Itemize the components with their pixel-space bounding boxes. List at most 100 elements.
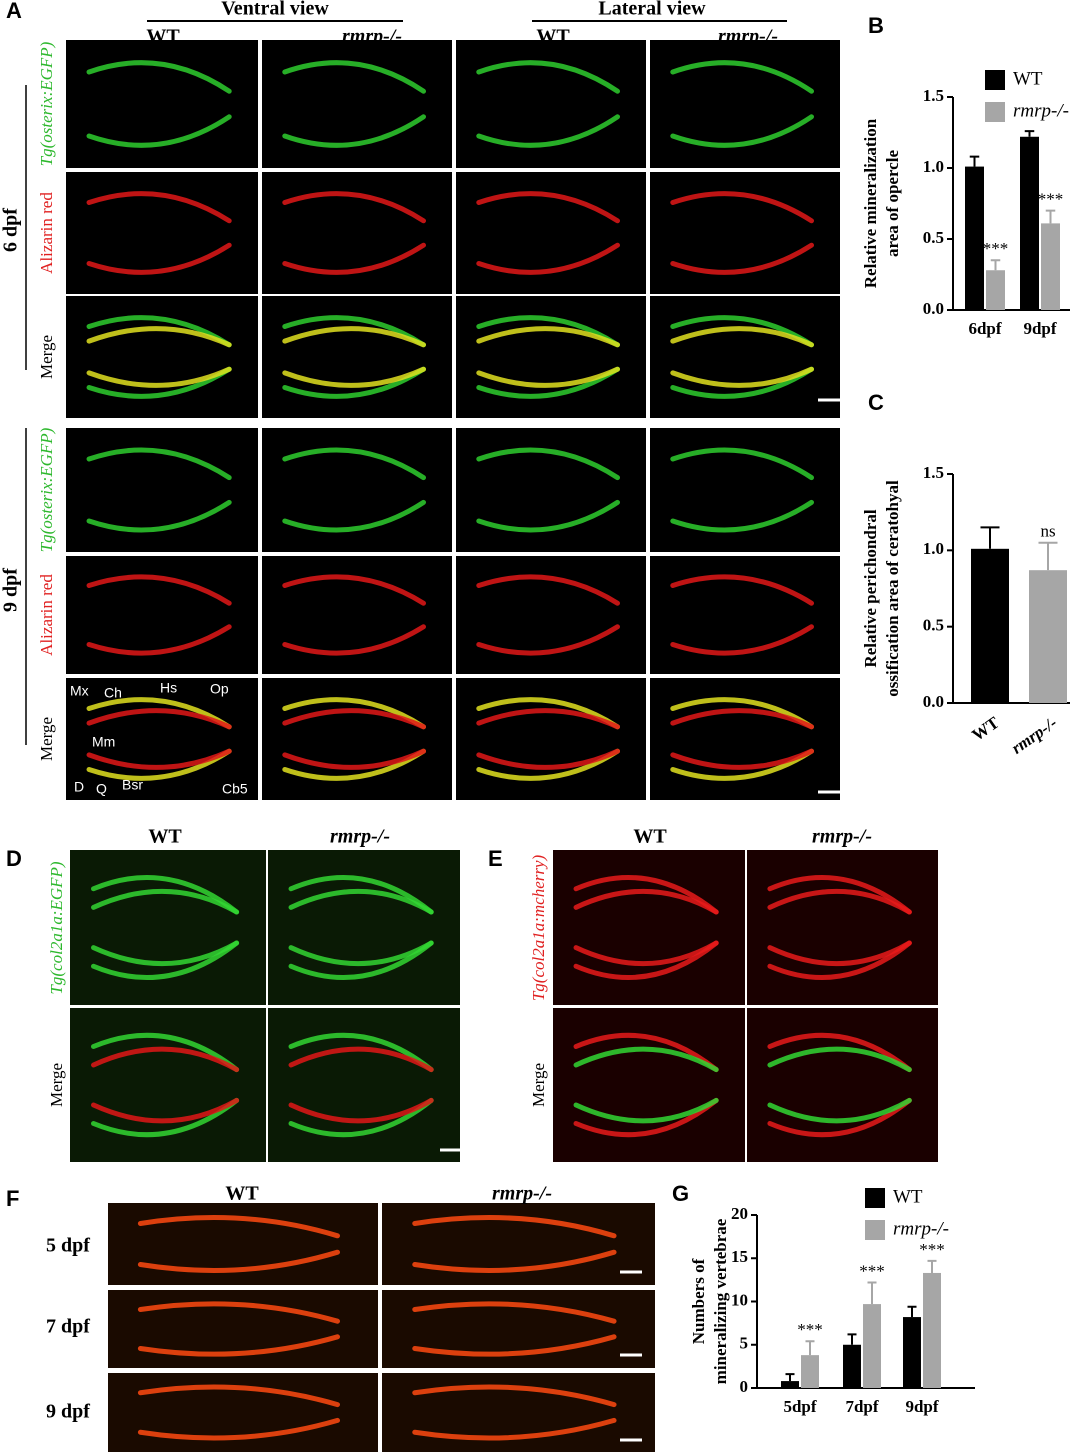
error-bar xyxy=(927,1259,937,1273)
legend-label: WT xyxy=(1013,68,1043,89)
structure xyxy=(767,1046,912,1124)
stage-label: 9 dpf xyxy=(0,568,22,612)
micrograph xyxy=(66,296,258,418)
y-axis-label: ossification area of ceratohyal xyxy=(883,480,902,697)
bar xyxy=(1029,570,1067,703)
column-label: rmrp-/- xyxy=(342,26,402,48)
stage-label: 6 dpf xyxy=(0,208,22,252)
micrograph xyxy=(262,296,452,418)
micrograph xyxy=(66,556,258,674)
structure xyxy=(86,60,232,148)
column-label: WT xyxy=(146,26,180,48)
bar xyxy=(923,1272,941,1388)
structure xyxy=(476,326,620,388)
micrograph xyxy=(650,556,840,674)
micrograph xyxy=(456,40,646,168)
micrograph xyxy=(650,172,840,294)
y-axis-label: Numbers of xyxy=(689,1258,708,1344)
micrograph xyxy=(456,678,646,800)
x-tick-label: 5dpf xyxy=(783,1397,816,1416)
y-tick-label: 0.5 xyxy=(923,616,944,635)
legend-swatch xyxy=(985,102,1005,122)
micrographs xyxy=(66,40,960,1452)
structure xyxy=(288,1032,434,1138)
row-label: Alizarin red xyxy=(37,574,56,656)
y-tick-label: 0.0 xyxy=(923,299,944,318)
column-label: rmrp-/- xyxy=(812,826,872,848)
row-label: Tg(col2a1a:mcherry) xyxy=(529,854,548,1001)
row-label: Merge xyxy=(37,335,56,379)
row-label: 5 dpf xyxy=(46,1235,90,1257)
micrograph xyxy=(66,428,258,552)
y-tick-label: 15 xyxy=(731,1247,748,1266)
micrograph xyxy=(66,678,258,800)
x-tick-label: 7dpf xyxy=(845,1397,878,1416)
row-label: 7 dpf xyxy=(46,1316,90,1338)
panel-label: A xyxy=(6,0,22,23)
panel-label: F xyxy=(6,1186,19,1211)
structure xyxy=(288,888,434,967)
micrograph xyxy=(650,428,840,552)
error-bar xyxy=(969,155,980,167)
structure xyxy=(476,60,620,148)
error-bar xyxy=(980,526,1000,549)
micrograph xyxy=(66,172,258,294)
y-axis-label: Relative mineralization xyxy=(861,118,880,288)
row-label: Tg(osterix:EGFP) xyxy=(37,427,56,552)
micrograph xyxy=(262,678,452,800)
structure xyxy=(282,708,426,770)
row-label: Tg(osterix:EGFP) xyxy=(37,41,56,166)
row-label: Tg(col2a1a:EGFP) xyxy=(47,861,66,994)
structure xyxy=(282,191,426,275)
x-tick-label: WT xyxy=(968,713,1003,745)
annotation: Bsr xyxy=(122,777,143,793)
significance: *** xyxy=(983,239,1009,258)
micrograph xyxy=(553,1008,745,1162)
significance: *** xyxy=(1038,190,1064,209)
significance: ns xyxy=(1040,522,1055,541)
annotation: Mm xyxy=(92,734,115,750)
micrograph xyxy=(70,1008,266,1162)
micrograph xyxy=(382,1290,655,1368)
structure xyxy=(91,875,240,980)
significance: *** xyxy=(797,1320,823,1339)
row-label: 9 dpf xyxy=(46,1401,90,1423)
legend-swatch xyxy=(865,1188,885,1208)
micrograph xyxy=(747,1008,938,1162)
legend-label: rmrp-/- xyxy=(1013,100,1069,121)
annotation: Q xyxy=(96,781,107,797)
structure xyxy=(86,447,232,533)
micrograph xyxy=(262,556,452,674)
micrograph xyxy=(747,850,938,1005)
micrograph xyxy=(456,172,646,294)
error-bar xyxy=(1024,130,1035,137)
y-tick-label: 1.0 xyxy=(923,539,944,558)
structure xyxy=(137,1384,340,1441)
annotation: Mx xyxy=(70,683,89,699)
bar xyxy=(971,548,1009,703)
y-axis-label: area of opercle xyxy=(883,150,902,257)
structure xyxy=(282,447,426,533)
y-tick-label: 1.5 xyxy=(923,86,944,105)
y-tick-label: 10 xyxy=(731,1290,748,1309)
micrograph xyxy=(262,428,452,552)
annotation: Op xyxy=(210,681,229,697)
error-bar xyxy=(1045,209,1056,224)
micrograph xyxy=(553,850,745,1005)
structure xyxy=(282,326,426,388)
structure xyxy=(767,888,912,967)
micrograph xyxy=(456,296,646,418)
y-axis-label: mineralizing vertebrae xyxy=(711,1218,730,1384)
bar xyxy=(843,1344,861,1388)
structure xyxy=(767,875,912,980)
group-title: Lateral view xyxy=(598,0,706,20)
x-tick-label: 9dpf xyxy=(905,1397,938,1416)
annotation: Cb5 xyxy=(222,781,248,797)
structure xyxy=(86,191,232,275)
row-label: Alizarin red xyxy=(37,192,56,274)
structure xyxy=(476,574,620,656)
panel-label: D xyxy=(6,846,22,871)
structure xyxy=(86,708,232,770)
y-tick-label: 0.0 xyxy=(923,692,944,711)
group-title: Ventral view xyxy=(221,0,329,20)
